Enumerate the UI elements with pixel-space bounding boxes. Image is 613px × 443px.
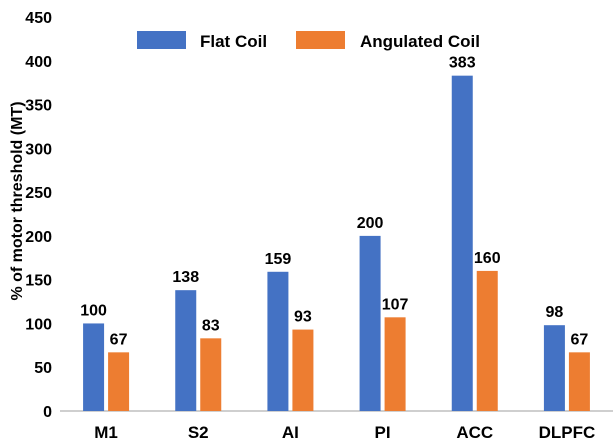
category-label: ACC [456,423,493,442]
y-tick-label: 350 [25,98,52,115]
bar [175,290,197,411]
y-tick-label: 50 [34,360,52,377]
y-tick-label: 400 [25,54,52,71]
bar [451,75,473,411]
category-label: M1 [94,423,118,442]
y-tick-label: 250 [25,185,52,202]
category-label: S2 [188,423,209,442]
category-label: AI [282,423,299,442]
y-tick-label: 200 [25,229,52,246]
category-label: PI [375,423,391,442]
data-label: 83 [202,317,220,334]
data-label: 159 [265,251,292,268]
legend-label: Angulated Coil [360,32,480,51]
legend-label: Flat Coil [200,32,267,51]
data-label: 200 [357,215,384,232]
data-label: 138 [172,269,199,286]
bar [83,323,105,411]
legend: Flat Coil Angulated Coil [137,31,480,51]
bars-group [83,75,590,411]
data-label: 160 [474,250,501,267]
bar [200,338,222,411]
data-label: 67 [110,331,128,348]
bar [292,329,314,411]
category-label: DLPFC [539,423,596,442]
y-axis-ticks: 0 50 100 150 200 250 300 350 400 450 [25,10,52,421]
y-axis-title: % of motor threshold (MT) [9,101,26,300]
data-label: 67 [571,331,589,348]
bar [476,270,498,411]
data-label: 100 [80,302,107,319]
data-label: 93 [294,309,312,326]
bar [359,235,381,411]
legend-swatch [137,31,186,49]
data-label: 107 [382,296,409,313]
bar [267,271,289,411]
bar [108,352,130,411]
category-labels-group: M1 S2 AI PI ACC DLPFC [94,423,595,442]
bar [543,325,565,411]
data-label: 383 [449,55,476,72]
bar [568,352,590,411]
y-tick-label: 300 [25,141,52,158]
data-label: 98 [546,304,564,321]
y-tick-label: 150 [25,273,52,290]
y-tick-label: 0 [43,404,52,421]
legend-swatch [296,31,345,49]
y-tick-label: 450 [25,10,52,27]
y-tick-label: 100 [25,316,52,333]
bar [384,317,406,411]
